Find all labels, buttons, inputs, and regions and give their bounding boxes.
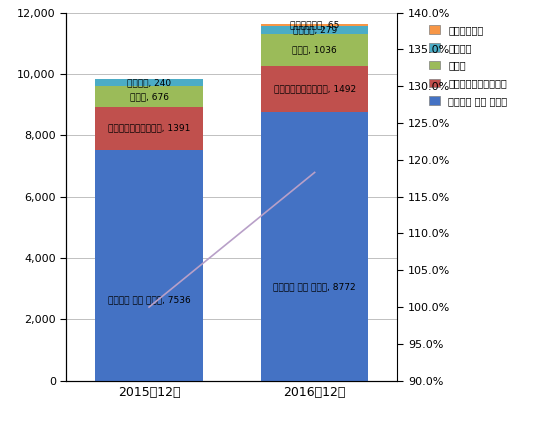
Legend: アース・カー, カノテコ, カレコ, オリックスカーシェア, タイムズ カー プラス: アース・カー, カノテコ, カレコ, オリックスカーシェア, タイムズ カー プ… bbox=[429, 25, 507, 106]
Bar bbox=[261, 112, 369, 381]
Bar bbox=[261, 34, 369, 66]
Bar bbox=[261, 26, 369, 34]
Text: カレコ, 1036: カレコ, 1036 bbox=[292, 46, 337, 55]
Text: カレコ, 676: カレコ, 676 bbox=[130, 92, 168, 101]
Bar bbox=[95, 107, 203, 150]
Bar bbox=[261, 24, 369, 26]
Text: タイムズ カー プラス, 8772: タイムズ カー プラス, 8772 bbox=[273, 282, 356, 291]
Bar bbox=[261, 66, 369, 112]
Bar bbox=[95, 86, 203, 107]
Text: オリックスカーシェア, 1391: オリックスカーシェア, 1391 bbox=[108, 124, 190, 133]
Bar bbox=[95, 150, 203, 381]
Text: オリックスカーシェア, 1492: オリックスカーシェア, 1492 bbox=[274, 84, 355, 93]
Text: カノテコ, 240: カノテコ, 240 bbox=[127, 78, 171, 87]
Text: アース・カー, 65: アース・カー, 65 bbox=[290, 20, 339, 29]
Text: タイムズ カー プラス, 7536: タイムズ カー プラス, 7536 bbox=[108, 295, 190, 304]
Bar bbox=[95, 79, 203, 86]
Text: カノテコ, 279: カノテコ, 279 bbox=[293, 25, 337, 34]
